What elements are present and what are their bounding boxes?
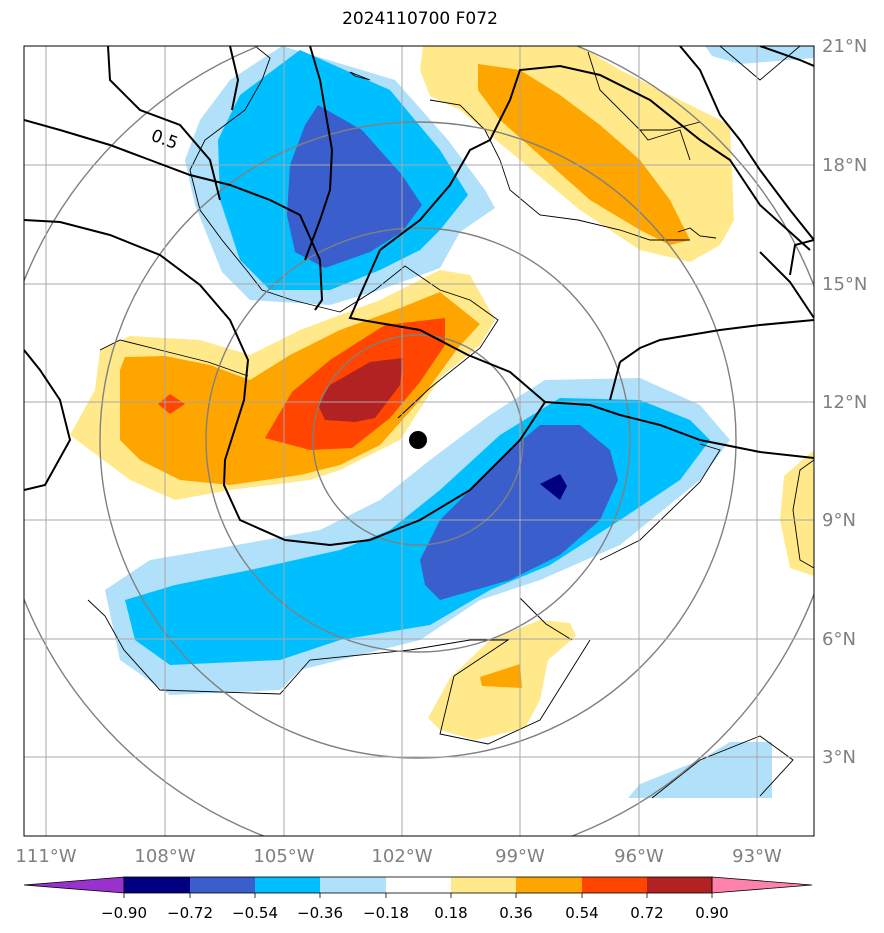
colorbar-bin [190, 877, 255, 893]
positive-anomaly-east-edge [780, 450, 814, 576]
negative-anomaly-south-strong [420, 425, 618, 600]
colorbar-bin [582, 877, 647, 893]
colorbar-bin [647, 877, 712, 893]
colorbar-bin [516, 877, 582, 893]
lat-label: 9°N [822, 510, 856, 531]
lat-label: 18°N [822, 155, 867, 176]
colorbar-tick: −0.72 [167, 904, 213, 922]
lat-label: 6°N [822, 629, 856, 650]
lon-label: 99°W [495, 846, 545, 867]
negative-anomaly-south-max [540, 474, 567, 500]
colorbar-tick: 0.18 [434, 904, 467, 922]
colorbar-tick: 0.90 [695, 904, 728, 922]
positive-anomaly-west-max [318, 358, 403, 422]
colorbar-bin [451, 877, 516, 893]
lat-label: 15°N [822, 274, 867, 295]
colorbar-extend-high [711, 876, 813, 894]
colorbar-bin [320, 877, 386, 893]
map-plot-area [24, 46, 814, 836]
latitude-labels: 21°N 18°N 15°N 12°N 9°N 6°N 3°N [822, 36, 867, 768]
gridlines [24, 46, 814, 836]
lon-label: 111°W [15, 846, 76, 867]
colorbar-bin [255, 877, 320, 893]
lat-label: 21°N [822, 36, 867, 57]
colorbar-tick: −0.36 [297, 904, 343, 922]
lon-label: 105°W [253, 846, 314, 867]
colorbar-tick: −0.54 [232, 904, 278, 922]
colorbar-tick: −0.90 [101, 904, 147, 922]
lat-label: 12°N [822, 392, 867, 413]
lon-label: 93°W [732, 846, 782, 867]
lat-label: 3°N [822, 747, 856, 768]
colorbar-tick: 0.72 [630, 904, 663, 922]
colorbar-tick: 0.36 [499, 904, 532, 922]
positive-anomaly-south-mid [480, 664, 522, 688]
lon-label: 108°W [134, 846, 195, 867]
colorbar-extend-low [23, 876, 125, 894]
negative-anomaly-southeast [628, 742, 772, 798]
lon-label: 96°W [614, 846, 664, 867]
storm-center-marker [409, 431, 427, 449]
colorbar-bin [386, 877, 451, 893]
colorbar: −0.90 −0.72 −0.54 −0.36 −0.18 0.18 0.36 … [23, 876, 813, 922]
contour-label: 0.5 [148, 126, 180, 154]
map-frame [23, 45, 815, 837]
contour-lines [24, 46, 814, 547]
longitude-labels: 111°W 108°W 105°W 102°W 99°W 96°W 93°W [15, 846, 782, 867]
map-title: 2024110700 F072 [342, 9, 498, 29]
colorbar-tick: −0.18 [363, 904, 409, 922]
range-rings [24, 46, 814, 836]
colorbar-tick: 0.54 [565, 904, 598, 922]
negative-anomaly-northeast [705, 46, 814, 64]
colorbar-bin [124, 877, 190, 893]
lon-label: 102°W [371, 846, 432, 867]
negative-anomaly-north-strong [287, 105, 422, 268]
positive-anomaly-northeast-mid [478, 64, 690, 245]
